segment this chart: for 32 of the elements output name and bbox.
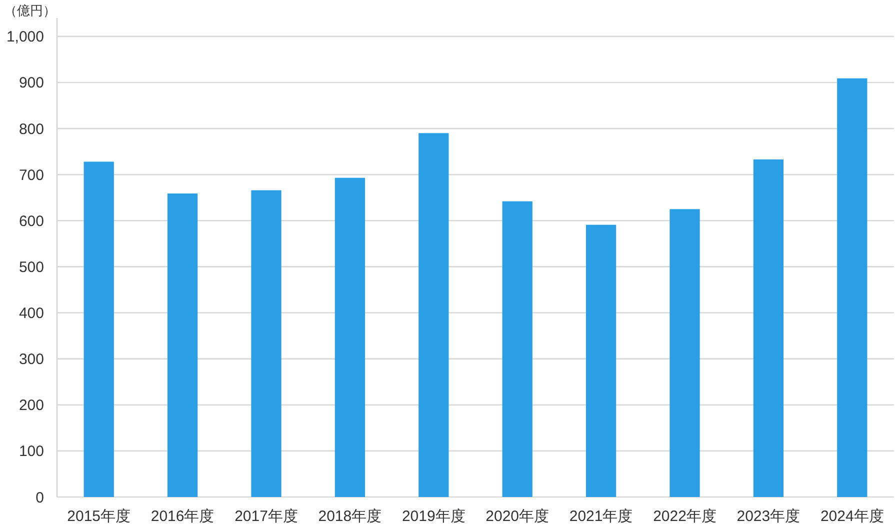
bar [251, 190, 282, 497]
bar [502, 201, 532, 497]
y-tick-label: 400 [18, 305, 44, 322]
y-tick-label: 800 [18, 120, 44, 138]
y-axis-title: （億円） [4, 3, 56, 18]
y-tick-label: 500 [18, 258, 44, 276]
bar [837, 78, 868, 497]
y-tick-label: 700 [18, 166, 44, 184]
x-tick-label: 2019年度 [402, 508, 466, 524]
bar [753, 159, 784, 497]
bar [334, 178, 366, 497]
y-tick-label: 0 [36, 489, 44, 506]
x-tick-label: 2021年度 [569, 508, 633, 524]
x-tick-label: 2020年度 [486, 508, 550, 524]
bar [167, 193, 198, 497]
bar [84, 162, 114, 497]
y-tick-label: 100 [18, 443, 44, 460]
y-tick-label: 200 [18, 397, 44, 414]
x-tick-label: 2016年度 [150, 508, 214, 524]
y-tick-label: 900 [18, 74, 44, 92]
bar [670, 209, 700, 497]
x-tick-label: 2017年度 [234, 508, 298, 524]
y-tick-label: 300 [18, 351, 44, 368]
bar [418, 133, 449, 497]
x-tick-label: 2024年度 [820, 508, 884, 524]
bar [586, 224, 616, 497]
x-tick-label: 2022年度 [653, 508, 716, 524]
x-tick-label: 2018年度 [318, 508, 382, 524]
y-tick-label: 1,000 [6, 28, 44, 46]
y-tick-label: 600 [18, 212, 44, 230]
x-tick-label: 2015年度 [67, 508, 131, 524]
x-tick-label: 2023年度 [736, 508, 800, 524]
